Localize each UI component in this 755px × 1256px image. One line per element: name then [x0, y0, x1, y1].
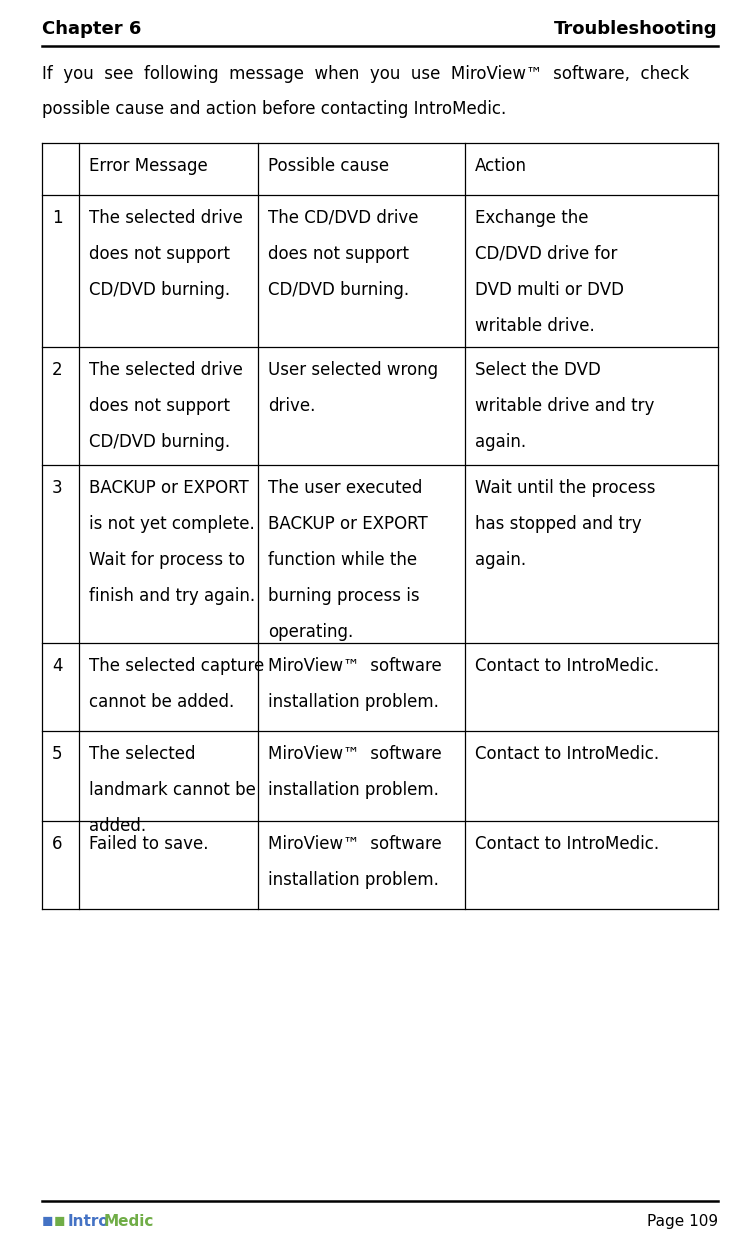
Text: User selected wrong

drive.: User selected wrong drive.	[268, 360, 439, 414]
Text: Contact to IntroMedic.: Contact to IntroMedic.	[474, 745, 658, 762]
Text: The selected capture

cannot be added.: The selected capture cannot be added.	[89, 657, 264, 711]
Text: Medic: Medic	[104, 1215, 154, 1230]
Text: 3: 3	[52, 479, 63, 497]
Text: 5: 5	[52, 745, 63, 762]
Text: Exchange the

CD/DVD drive for

DVD multi or DVD

writable drive.: Exchange the CD/DVD drive for DVD multi …	[474, 208, 624, 335]
Text: The user executed

BACKUP or EXPORT

function while the

burning process is

ope: The user executed BACKUP or EXPORT funct…	[268, 479, 428, 641]
Text: ◼: ◼	[42, 1215, 54, 1228]
Text: The selected

landmark cannot be

added.: The selected landmark cannot be added.	[89, 745, 256, 835]
Text: Failed to save.: Failed to save.	[89, 835, 208, 853]
Text: MiroView™  software

installation problem.: MiroView™ software installation problem.	[268, 835, 442, 889]
Text: Wait until the process

has stopped and try

again.: Wait until the process has stopped and t…	[474, 479, 655, 569]
Text: possible cause and action before contacting IntroMedic.: possible cause and action before contact…	[42, 100, 507, 118]
Text: MiroView™  software

installation problem.: MiroView™ software installation problem.	[268, 657, 442, 711]
Text: The selected drive

does not support

CD/DVD burning.: The selected drive does not support CD/D…	[89, 208, 243, 299]
Text: Select the DVD

writable drive and try

again.: Select the DVD writable drive and try ag…	[474, 360, 654, 451]
Text: Chapter 6: Chapter 6	[42, 20, 141, 38]
Text: Contact to IntroMedic.: Contact to IntroMedic.	[474, 835, 658, 853]
Text: If  you  see  following  message  when  you  use  MiroView™  software,  check: If you see following message when you us…	[42, 65, 689, 83]
Text: Troubleshooting: Troubleshooting	[554, 20, 718, 38]
Text: 2: 2	[52, 360, 63, 379]
Text: Intro: Intro	[68, 1215, 109, 1230]
Text: Contact to IntroMedic.: Contact to IntroMedic.	[474, 657, 658, 674]
Text: Possible cause: Possible cause	[268, 157, 390, 175]
Text: Action: Action	[474, 157, 526, 175]
Text: MiroView™  software

installation problem.: MiroView™ software installation problem.	[268, 745, 442, 799]
Text: 4: 4	[52, 657, 63, 674]
Text: BACKUP or EXPORT

is not yet complete.

Wait for process to

finish and try agai: BACKUP or EXPORT is not yet complete. Wa…	[89, 479, 255, 605]
Text: 1: 1	[52, 208, 63, 227]
Text: The CD/DVD drive

does not support

CD/DVD burning.: The CD/DVD drive does not support CD/DVD…	[268, 208, 419, 299]
Text: Page 109: Page 109	[647, 1215, 718, 1230]
Text: 6: 6	[52, 835, 63, 853]
Text: Error Message: Error Message	[89, 157, 208, 175]
Text: The selected drive

does not support

CD/DVD burning.: The selected drive does not support CD/D…	[89, 360, 243, 451]
Text: ◼: ◼	[54, 1215, 66, 1228]
